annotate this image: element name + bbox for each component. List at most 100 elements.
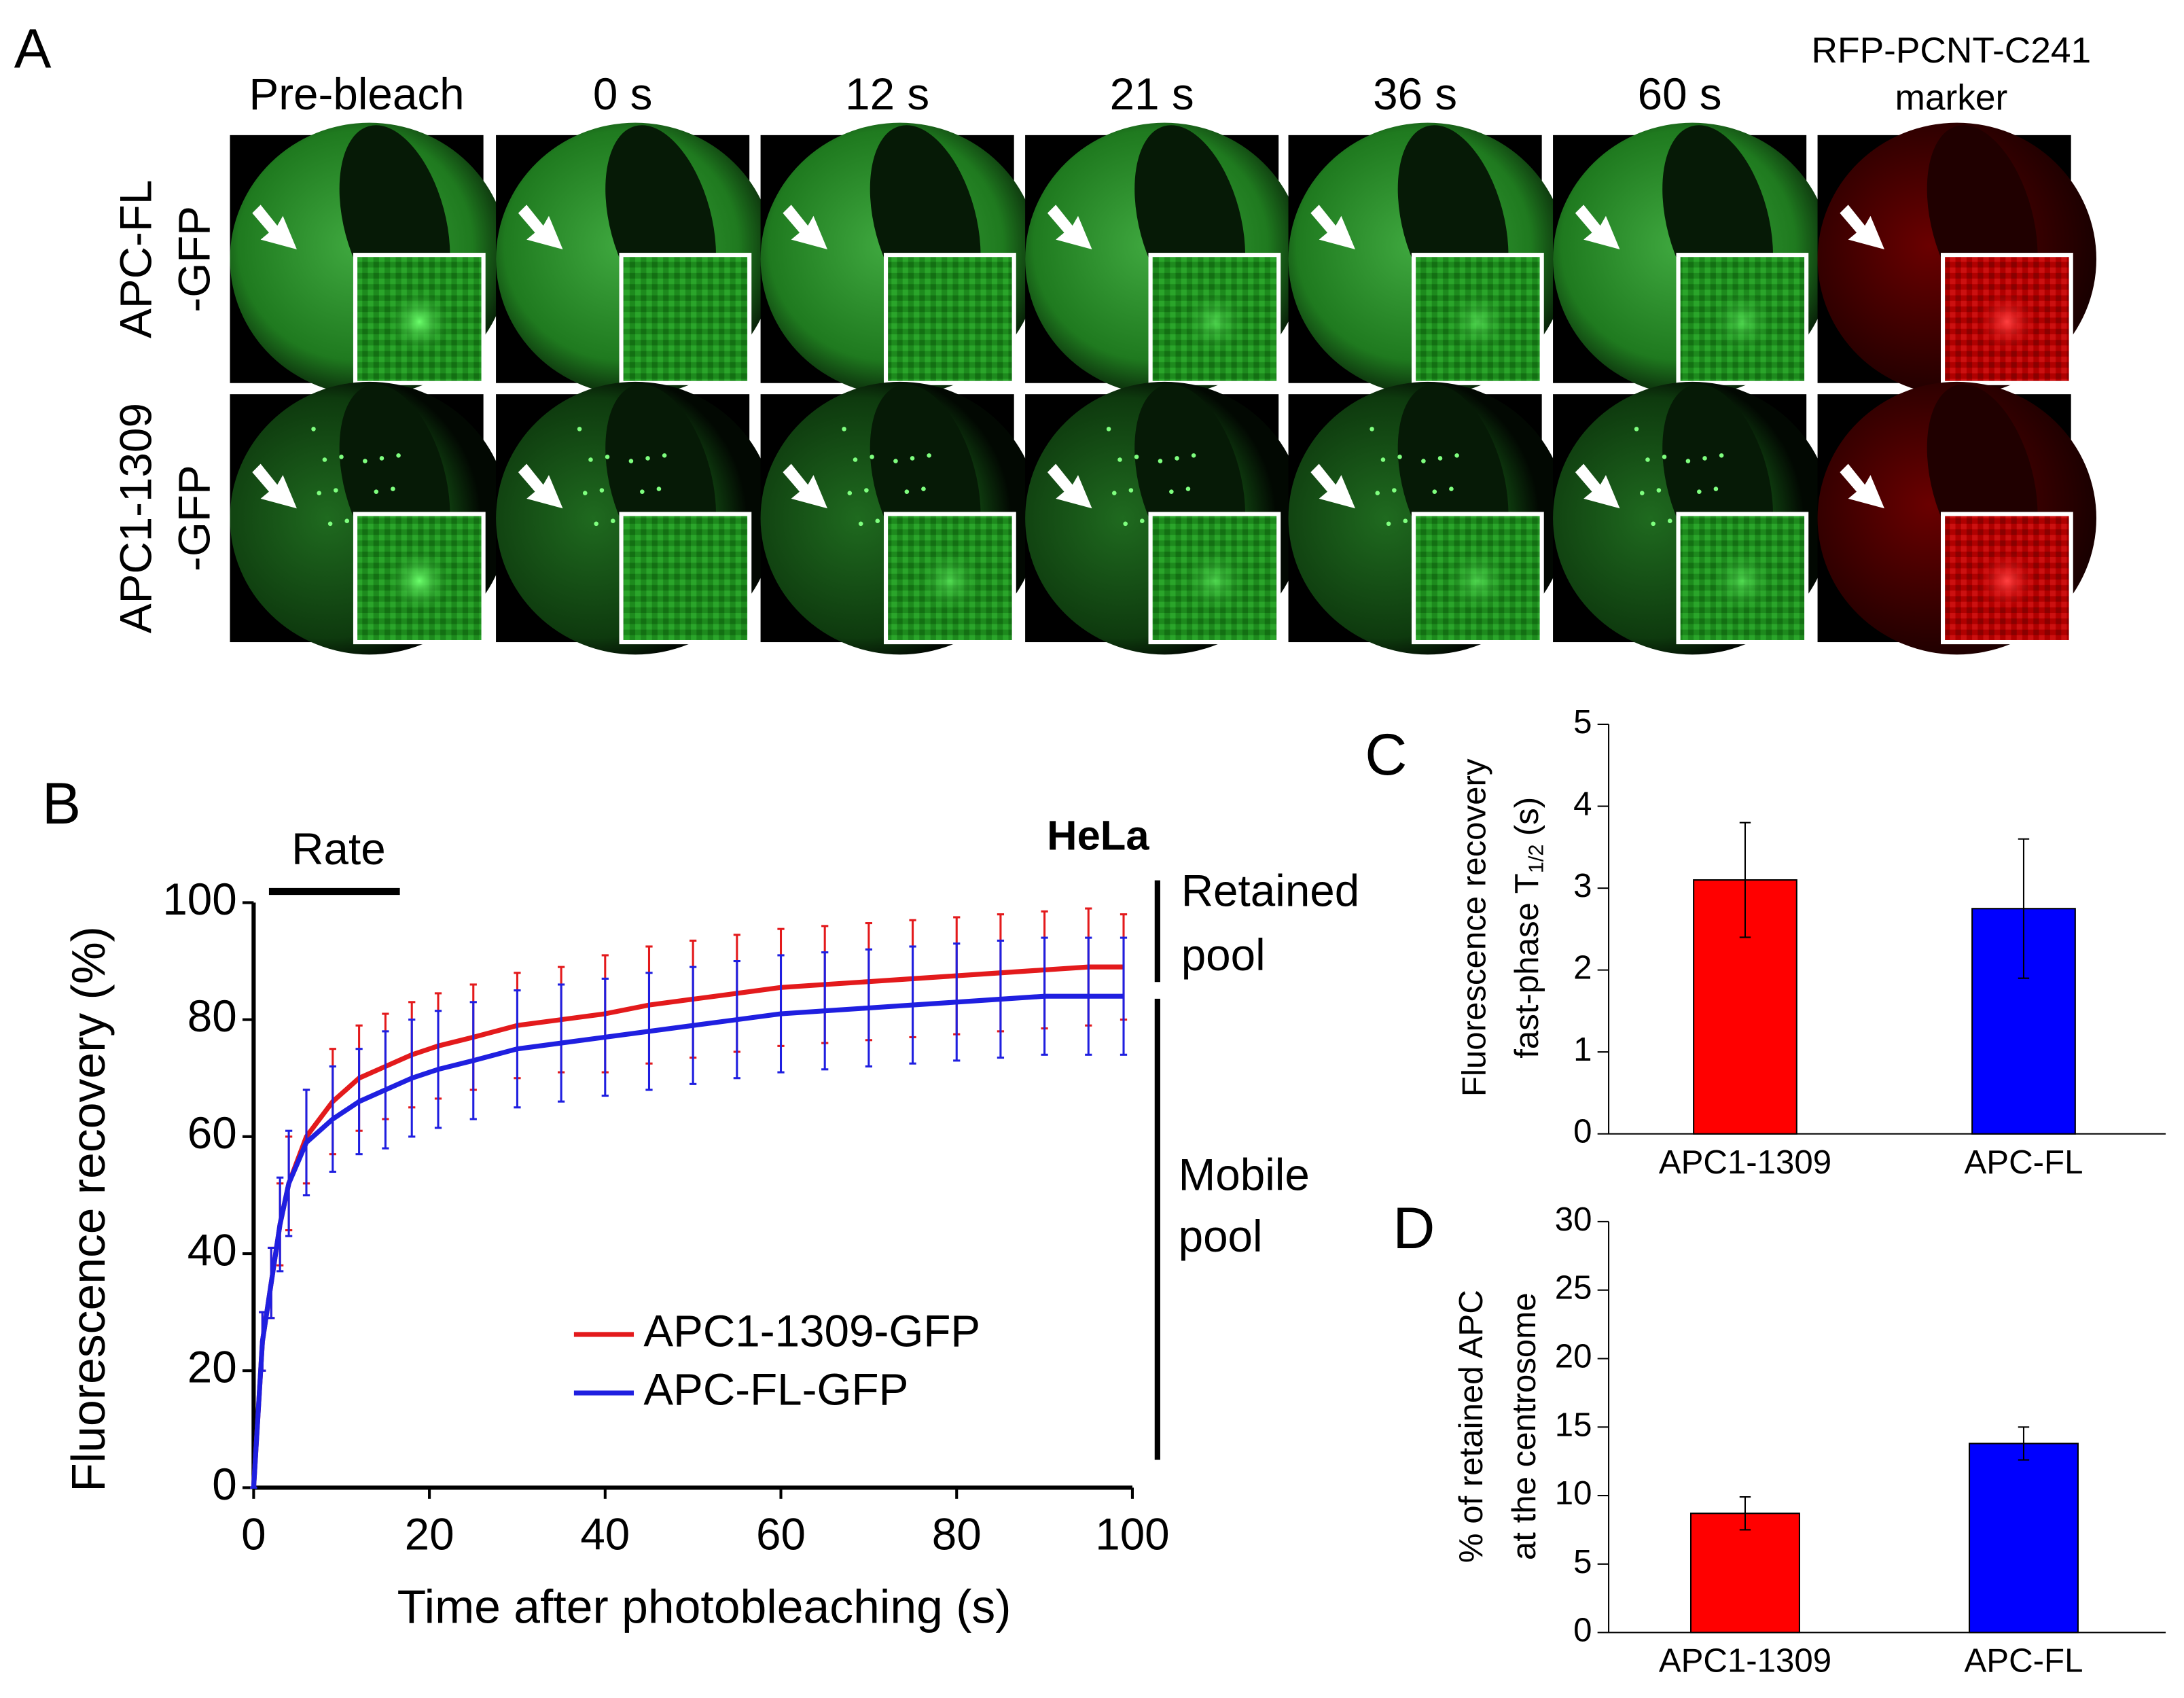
y-tick-label: 20 [1555,1337,1592,1375]
annotation: Rate [291,824,386,874]
puncta [842,427,846,431]
puncta [1117,457,1122,462]
puncta [628,459,634,463]
puncta [870,455,874,459]
annotation: pool [1179,1211,1263,1261]
row-label: APC1-1309 [111,403,161,633]
puncta [645,456,650,461]
y-axis-label-sub: 1/2 [1524,845,1548,874]
puncta [1128,488,1134,493]
puncta [1667,518,1672,523]
puncta [1645,457,1650,462]
row-label: APC-FL [111,180,161,338]
x-tick-label: 20 [405,1510,454,1559]
arrow [252,205,297,249]
puncta [1158,459,1163,463]
panel-label: A [14,18,52,80]
arrow [252,463,297,509]
puncta [1169,489,1174,494]
puncta [583,491,588,495]
inset-spot [1711,550,1773,612]
y-tick-label: 100 [162,874,236,924]
x-tick-label: APC-FL [1965,1642,2083,1680]
puncta [927,453,931,458]
y-tick-label: 0 [212,1460,236,1509]
puncta [1134,455,1139,459]
y-axis-label-unit: (s) [1508,797,1545,836]
puncta [317,491,322,495]
x-tick-label: APC1-1309 [1659,1642,1831,1680]
y-tick-label: 15 [1555,1406,1592,1443]
panel-label: C [1365,722,1407,788]
puncta [1386,521,1391,527]
puncta [1191,453,1196,458]
y-tick-label: 25 [1555,1269,1592,1307]
x-tick-label: APC-FL [1965,1144,2083,1181]
puncta [910,456,915,461]
column-header: Pre-bleach [249,69,464,119]
puncta [1375,491,1380,495]
puncta [875,518,880,523]
inset-spot [1976,291,2038,353]
arrow [1310,205,1355,249]
y-tick-label: 30 [1555,1201,1592,1238]
arrow [1047,205,1092,249]
puncta [1449,487,1454,491]
inset-spot [1447,550,1509,612]
bar [1969,1443,2079,1633]
row-label: -GFP [170,206,219,313]
y-tick-label: 0 [1573,1612,1592,1649]
y-axis-label-line: % of retained APC [1452,1290,1490,1563]
puncta [344,518,350,523]
x-tick-label: APC1-1309 [1659,1144,1831,1181]
x-tick-label: 80 [932,1510,982,1559]
puncta [1140,518,1145,523]
puncta [1697,489,1702,494]
puncta [662,453,667,458]
inset-spot [389,550,450,612]
y-tick-label: 20 [187,1343,237,1392]
y-axis-label-line: Fluorescence recovery [1455,758,1492,1097]
puncta [847,491,853,495]
puncta [864,488,869,493]
annotation: Retained [1181,866,1360,915]
inset [619,253,752,385]
inset-spot [1183,291,1246,353]
y-tick-label: 5 [1573,1543,1592,1580]
puncta [1651,521,1655,527]
puncta [588,457,593,462]
x-tick-label: 100 [1095,1510,1169,1559]
y-tick-label: 3 [1573,867,1592,904]
column-header: marker [1895,78,2007,118]
y-axis-label: % of retained APC at the centrosome [1452,1290,1543,1563]
puncta [327,521,333,527]
y-tick-label: 80 [187,991,237,1041]
column-header: 60 s [1638,69,1722,119]
puncta [656,487,662,491]
x-tick-label: 0 [241,1510,266,1559]
puncta [1112,491,1117,495]
annotation: Mobile [1179,1150,1310,1200]
y-axis-label: Fluorescence recovery fast-phase T1/2 (s) [1455,758,1547,1097]
puncta [1370,427,1374,431]
arrow [1575,205,1620,249]
bar [1689,1513,1800,1633]
puncta [1634,427,1639,431]
puncta [1713,487,1719,491]
row-label: -GFP [170,465,219,571]
puncta [1421,459,1426,463]
puncta [391,487,395,491]
puncta [921,487,926,491]
y-tick-label: 5 [1573,703,1592,741]
y-tick-label: 2 [1573,949,1592,987]
y-tick-label: 0 [1573,1113,1592,1150]
puncta [334,488,338,493]
arrow [1310,463,1355,509]
column-header: 36 s [1373,69,1457,119]
arrow [518,205,563,249]
chart-title: HeLa [1047,812,1149,859]
puncta [858,521,863,527]
puncta [1719,453,1724,458]
column-header: 21 s [1110,69,1194,119]
